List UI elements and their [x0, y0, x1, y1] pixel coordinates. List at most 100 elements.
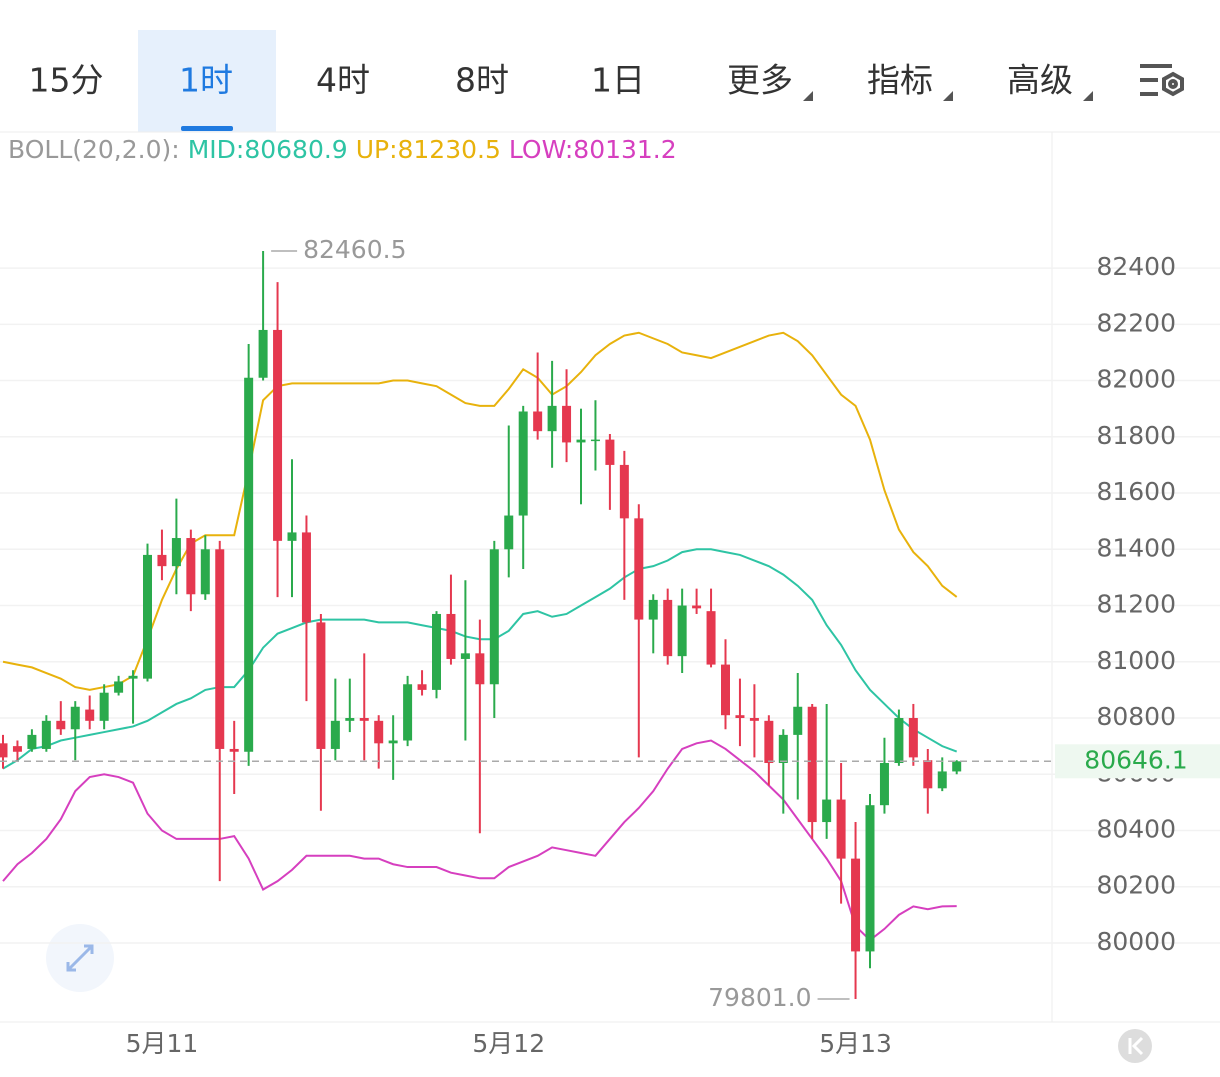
tab[interactable]: 15分: [29, 61, 104, 100]
y-tick-label: 80200: [1096, 871, 1176, 900]
y-tick-label: 82000: [1096, 365, 1176, 394]
candle-body: [12, 746, 22, 752]
legend-entry: MID:80680.9: [188, 135, 348, 164]
y-tick-label: 81400: [1096, 533, 1176, 562]
extreme-label: 82460.5: [303, 235, 406, 264]
candle-body: [504, 515, 514, 550]
price-tag: 80646.1: [1084, 745, 1187, 774]
candle-body: [215, 549, 225, 749]
expand-button[interactable]: [46, 924, 114, 992]
tab[interactable]: 4时: [316, 61, 370, 100]
candle-body: [533, 411, 543, 432]
price-tag-bg: [1055, 744, 1220, 779]
collapse-button[interactable]: [1118, 1029, 1152, 1063]
tab[interactable]: 指标: [867, 61, 933, 100]
y-tick-label: 81200: [1096, 590, 1176, 619]
candle-body: [345, 718, 355, 721]
candle-body: [301, 532, 311, 623]
candle-body: [706, 611, 716, 665]
candle-body: [721, 664, 730, 716]
candle-body: [879, 763, 889, 806]
tab[interactable]: 1日: [591, 61, 645, 100]
candle-body: [952, 761, 962, 772]
y-tick-label: 81000: [1096, 646, 1176, 675]
candle-body: [937, 771, 947, 789]
candle-body: [388, 740, 398, 744]
extreme-label: 79801.0: [708, 983, 811, 1012]
candle-body: [70, 706, 80, 730]
candle-body: [908, 718, 918, 758]
candle-body: [489, 549, 499, 685]
candle-body: [171, 538, 181, 567]
y-tick-label: 80000: [1096, 927, 1176, 956]
candle-body: [749, 718, 759, 721]
candle-body: [605, 439, 615, 465]
candle-body: [634, 518, 644, 620]
candle-body: [56, 720, 66, 730]
dropdown-arrows: [803, 91, 1093, 101]
candle-body: [374, 720, 384, 744]
candle-body: [186, 538, 196, 595]
candle-body: [692, 605, 702, 609]
candle-body: [648, 599, 658, 620]
indicator-legend: BOLL(20,2.0): MID:80680.9 UP:81230.5 LOW:80…: [8, 135, 677, 164]
candle-body: [807, 706, 817, 823]
candle-body: [41, 720, 51, 749]
candle-body: [518, 411, 528, 516]
candle-body: [244, 377, 254, 752]
candle-body: [403, 684, 413, 741]
x-tick-label: 5月13: [819, 1029, 892, 1058]
candle-body: [663, 599, 673, 657]
candle-body: [330, 720, 340, 749]
candle-body: [851, 858, 861, 952]
indicator-name: BOLL(20,2.0):: [8, 135, 180, 164]
x-tick-label: 5月11: [126, 1029, 199, 1058]
candle-body: [359, 718, 369, 721]
tab-selected-bg: [138, 30, 276, 132]
candle-body: [432, 613, 441, 690]
candle-body: [446, 613, 456, 659]
legend-entry: UP:81230.5: [356, 135, 501, 164]
candle-body: [316, 622, 326, 749]
candle-body: [836, 799, 846, 859]
y-tick-label: 81800: [1096, 421, 1176, 450]
tab-indicator: [181, 126, 233, 131]
candle-body: [27, 734, 37, 749]
y-tick-label: 80800: [1096, 702, 1176, 731]
candle-body: [576, 439, 586, 443]
candle-body: [677, 605, 687, 657]
boll-line: [2, 331, 958, 691]
tab[interactable]: 1时: [179, 61, 233, 100]
candle-body: [157, 554, 167, 567]
candle-body: [273, 329, 283, 541]
candle-body: [85, 709, 95, 721]
candle-body: [417, 684, 427, 690]
tab[interactable]: 更多: [727, 61, 793, 100]
candle-body: [923, 760, 933, 789]
candle-body: [460, 653, 470, 659]
candle-body: [590, 439, 600, 442]
candle-body: [99, 692, 109, 721]
candle-body: [229, 748, 239, 752]
settings-icon[interactable]: [1140, 64, 1184, 97]
candle-body: [822, 799, 832, 823]
candle-body: [735, 715, 745, 719]
tab[interactable]: 8时: [455, 61, 509, 100]
candle-body: [547, 405, 557, 432]
y-tick-label: 82400: [1096, 252, 1176, 281]
candle-body: [562, 405, 572, 443]
candle-body: [0, 743, 8, 758]
boll-line: [2, 739, 957, 942]
candle-body: [865, 805, 875, 952]
candle-body: [258, 329, 268, 378]
candle-body: [764, 720, 774, 764]
tab[interactable]: 高级: [1007, 61, 1073, 100]
candle-body: [894, 718, 904, 764]
candle-body: [114, 681, 124, 693]
y-tick-label: 80400: [1096, 814, 1176, 843]
y-tick-label: 81600: [1096, 477, 1176, 506]
candle-body: [778, 734, 788, 764]
legend-entry: LOW:80131.2: [509, 135, 677, 164]
